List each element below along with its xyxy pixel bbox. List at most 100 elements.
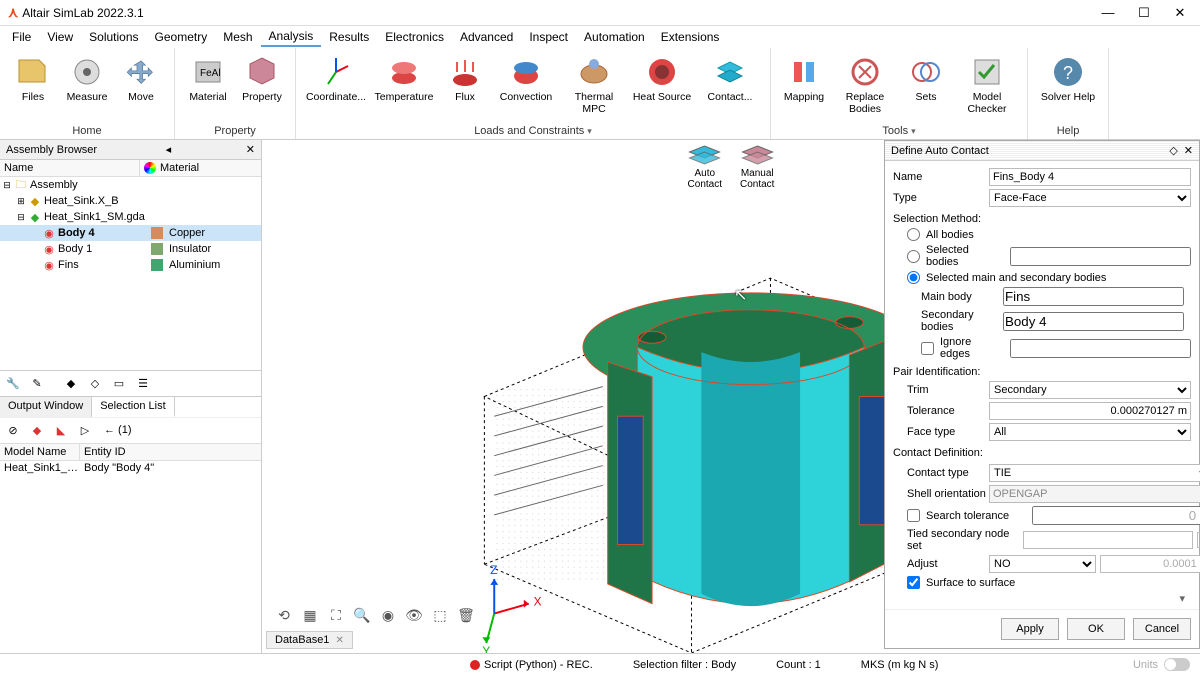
vp-tool-icon[interactable]: 🗑 [456, 605, 476, 625]
ribbon-replace-bodies[interactable]: Replace Bodies [831, 52, 899, 117]
facetype-select[interactable]: All [989, 423, 1191, 441]
ribbon-temperature[interactable]: Temperature [370, 52, 438, 106]
all-bodies-radio[interactable] [907, 228, 920, 241]
main-secondary-radio[interactable] [907, 271, 920, 284]
tool-icon[interactable]: ✎ [28, 374, 46, 392]
ribbon-solver-help[interactable]: ?Solver Help [1034, 52, 1102, 106]
tool-icon[interactable]: ◇ [86, 374, 104, 392]
menu-results[interactable]: Results [321, 28, 377, 46]
ribbon-files[interactable]: Files [6, 52, 60, 106]
ignore-edges-check[interactable] [921, 342, 934, 355]
menu-advanced[interactable]: Advanced [452, 28, 521, 46]
expand-icon[interactable]: ▾ [893, 592, 1191, 605]
trim-select[interactable]: Secondary [989, 381, 1191, 399]
selection-nav[interactable]: ← (1) [104, 424, 132, 436]
ribbon-model-checker[interactable]: Model Checker [953, 52, 1021, 117]
panel-close-icon[interactable]: ✕ [1184, 144, 1193, 157]
menu-extensions[interactable]: Extensions [653, 28, 728, 46]
tree-col-material[interactable]: Material [140, 160, 261, 176]
ribbon-material[interactable]: FeAlMaterial [181, 52, 235, 106]
selection-filter[interactable]: Selection filter : Body [633, 659, 736, 671]
tab-selection-list[interactable]: Selection List [92, 397, 174, 417]
selected-bodies-input[interactable] [1010, 247, 1191, 266]
browser-close-icon[interactable]: ✕ [246, 143, 255, 156]
ribbon-move[interactable]: Move [114, 52, 168, 106]
cancel-button[interactable]: Cancel [1133, 618, 1191, 640]
ribbon-convection[interactable]: Convection [492, 52, 560, 106]
play-icon[interactable]: ▷ [76, 421, 94, 439]
vp-tool-icon[interactable]: ▦ [300, 605, 320, 625]
menu-view[interactable]: View [39, 28, 81, 46]
type-select[interactable]: Face-Face [989, 189, 1191, 207]
auto-contact-button[interactable]: AutoContact [688, 144, 722, 190]
contacttype-select[interactable]: TIE [989, 464, 1200, 482]
ribbon-property[interactable]: Property [235, 52, 289, 106]
menu-inspect[interactable]: Inspect [521, 28, 576, 46]
toggle-icon[interactable]: ⊟ [16, 212, 26, 223]
ribbon-coordinate-[interactable]: Coordinate... [302, 52, 370, 106]
toggle-icon[interactable]: ⊞ [16, 196, 26, 207]
selection-list[interactable]: Heat_Sink1_SM.g...Body "Body 4" [0, 461, 261, 654]
sel-col-model[interactable]: Model Name [0, 444, 80, 460]
selected-bodies-radio[interactable] [907, 250, 920, 263]
panel-title-bar[interactable]: Define Auto Contact ◇ ✕ [885, 141, 1199, 161]
menu-geometry[interactable]: Geometry [147, 28, 216, 46]
searchtol-check[interactable] [907, 509, 920, 522]
manual-contact-button[interactable]: ManualContact [740, 144, 774, 190]
tree-node[interactable]: ⊟◆Heat_Sink1_SM.gda [0, 209, 261, 225]
tree-node[interactable]: ◉Body 4Copper [0, 225, 261, 241]
menu-solutions[interactable]: Solutions [81, 28, 146, 46]
viewport-tab[interactable]: DataBase1 ✕ [266, 631, 353, 649]
ribbon-heat-source[interactable]: Heat Source [628, 52, 696, 106]
tool-icon[interactable]: ▭ [110, 374, 128, 392]
vp-tool-icon[interactable]: ⬚ [430, 605, 450, 625]
ribbon-measure[interactable]: Measure [60, 52, 114, 106]
menu-mesh[interactable]: Mesh [215, 28, 260, 46]
vp-tool-icon[interactable]: ◉ [378, 605, 398, 625]
apply-button[interactable]: Apply [1001, 618, 1059, 640]
panel-restore-icon[interactable]: ◇ [1169, 144, 1177, 157]
secondary-bodies-input[interactable] [1003, 312, 1184, 331]
minimize-button[interactable]: — [1096, 5, 1120, 21]
ok-button[interactable]: OK [1067, 618, 1125, 640]
tab-output-window[interactable]: Output Window [0, 397, 92, 417]
body-icon[interactable]: ◆ [28, 421, 46, 439]
clear-icon[interactable]: ⊘ [4, 421, 22, 439]
tree-node[interactable]: ⊟🗀Assembly [0, 177, 261, 193]
sel-col-entity[interactable]: Entity ID [80, 444, 130, 460]
menu-analysis[interactable]: Analysis [261, 27, 322, 47]
viewport-3d[interactable]: X Y Z AutoContactManualContact ↖ ⟲ ▦ ⛶ 🔍… [262, 140, 1200, 653]
toggle-icon[interactable]: ⊟ [2, 180, 12, 191]
vp-tool-icon[interactable]: ⛶ [326, 605, 346, 625]
face-icon[interactable]: ◣ [52, 421, 70, 439]
adjust-select[interactable]: NO [989, 555, 1096, 573]
browser-pin-icon[interactable]: ◂ [166, 143, 172, 156]
viewport-tab-close-icon[interactable]: ✕ [335, 635, 343, 646]
ribbon-thermal-mpc[interactable]: Thermal MPC [560, 52, 628, 117]
unit-system[interactable]: MKS (m kg N s) [861, 659, 939, 671]
tree-node[interactable]: ◉FinsAluminium [0, 257, 261, 273]
close-button[interactable]: ✕ [1168, 5, 1192, 21]
tied-input[interactable] [1023, 531, 1193, 549]
toggle-icon[interactable] [1164, 658, 1190, 671]
menu-automation[interactable]: Automation [576, 28, 653, 46]
s2s-check[interactable] [907, 576, 920, 589]
tolerance-input[interactable] [989, 402, 1191, 420]
vp-tool-icon[interactable]: 👁 [404, 605, 424, 625]
assembly-tree[interactable]: ⊟🗀Assembly⊞◆Heat_Sink.X_B⊟◆Heat_Sink1_SM… [0, 177, 261, 370]
tree-node[interactable]: ⊞◆Heat_Sink.X_B [0, 193, 261, 209]
maximize-button[interactable]: ☐ [1132, 5, 1156, 21]
script-status[interactable]: Script (Python) - REC. [470, 659, 593, 671]
ignore-edges-input[interactable] [1010, 339, 1191, 358]
tool-icon[interactable]: 🔧 [4, 374, 22, 392]
ribbon-contact-[interactable]: Contact... [696, 52, 764, 106]
menu-electronics[interactable]: Electronics [377, 28, 452, 46]
ribbon-sets[interactable]: Sets [899, 52, 953, 106]
tree-node[interactable]: ◉Body 1Insulator [0, 241, 261, 257]
vp-tool-icon[interactable]: 🔍 [352, 605, 372, 625]
ribbon-mapping[interactable]: Mapping [777, 52, 831, 106]
ribbon-flux[interactable]: Flux [438, 52, 492, 106]
tool-icon[interactable]: ☰ [134, 374, 152, 392]
main-body-input[interactable] [1003, 287, 1184, 306]
tree-col-name[interactable]: Name [0, 160, 140, 176]
